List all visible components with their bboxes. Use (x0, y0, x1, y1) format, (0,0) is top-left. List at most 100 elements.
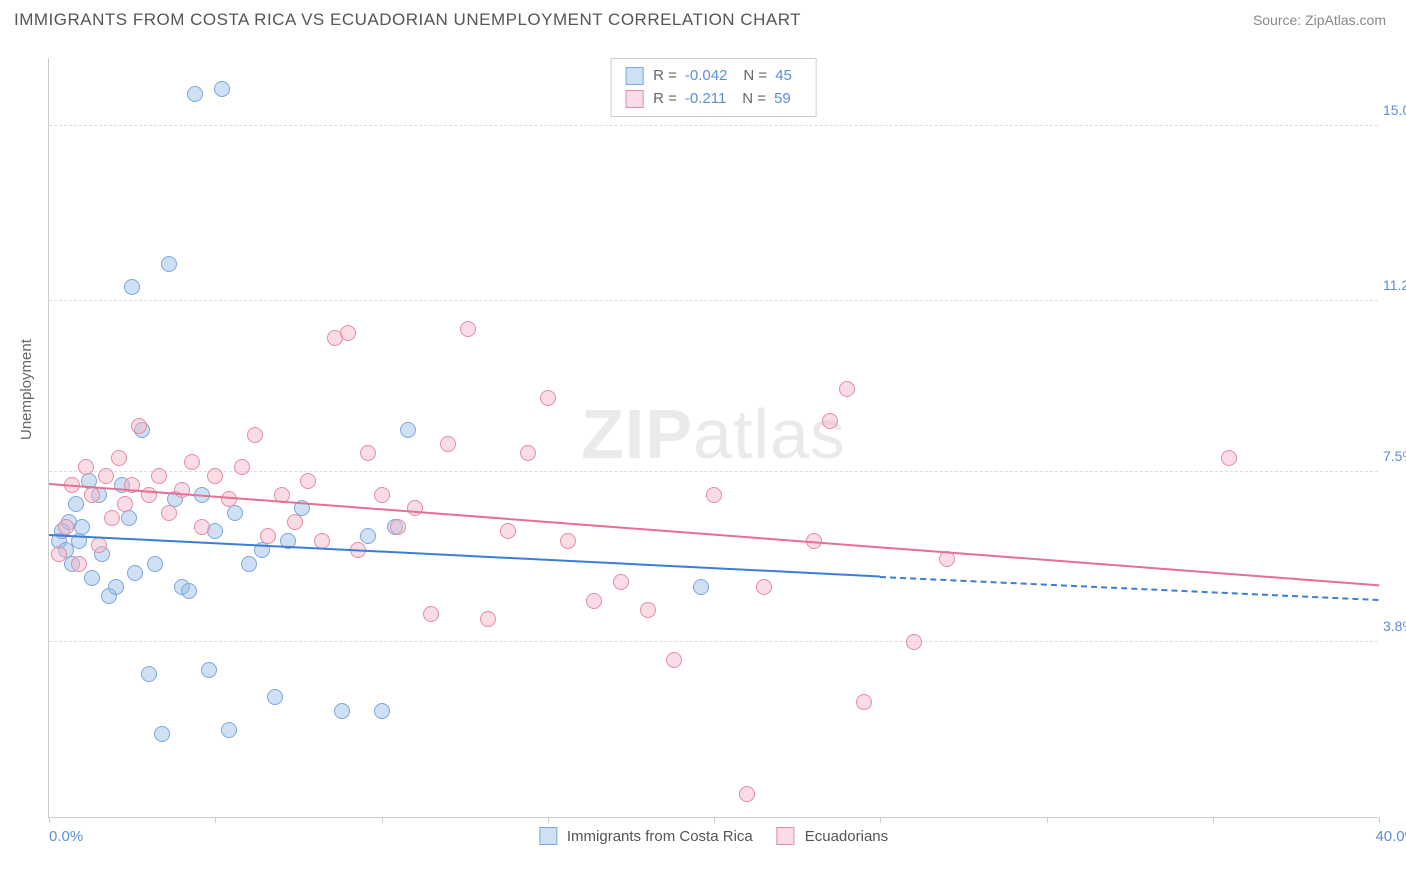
n-value: 59 (774, 88, 791, 111)
scatter-point (131, 418, 147, 434)
scatter-point (314, 533, 330, 549)
r-label: R = (653, 65, 677, 88)
source-attribution: Source: ZipAtlas.com (1253, 12, 1386, 28)
gridline (49, 125, 1378, 126)
scatter-point (360, 528, 376, 544)
y-tick-label: 7.5% (1383, 448, 1406, 464)
scatter-point (201, 662, 217, 678)
scatter-point (58, 519, 74, 535)
x-tick (1213, 817, 1214, 823)
scatter-point (520, 445, 536, 461)
scatter-point (151, 468, 167, 484)
legend-row: R =-0.042N =45 (625, 65, 802, 88)
scatter-point (161, 256, 177, 272)
chart-title: IMMIGRANTS FROM COSTA RICA VS ECUADORIAN… (14, 10, 801, 30)
gridline (49, 641, 1378, 642)
scatter-point (400, 422, 416, 438)
y-axis-label: Unemployment (18, 339, 35, 440)
correlation-legend: R =-0.042N =45R =-0.211N =59 (610, 58, 817, 117)
r-value: -0.042 (685, 65, 728, 88)
scatter-point (287, 514, 303, 530)
scatter-chart: ZIPatlas 3.8%7.5%11.2%15.0%0.0%40.0%R =-… (48, 58, 1378, 818)
scatter-point (124, 279, 140, 295)
x-tick (215, 817, 216, 823)
legend-swatch (777, 827, 795, 845)
scatter-point (756, 579, 772, 595)
scatter-point (241, 556, 257, 572)
gridline (49, 300, 1378, 301)
scatter-point (1221, 450, 1237, 466)
scatter-point (184, 454, 200, 470)
legend-label: Immigrants from Costa Rica (567, 828, 753, 845)
scatter-point (127, 565, 143, 581)
scatter-point (540, 390, 556, 406)
scatter-point (91, 537, 107, 553)
scatter-point (221, 491, 237, 507)
scatter-point (141, 487, 157, 503)
scatter-point (111, 450, 127, 466)
scatter-point (613, 574, 629, 590)
y-tick-label: 11.2% (1383, 277, 1406, 293)
scatter-point (300, 473, 316, 489)
scatter-point (856, 694, 872, 710)
legend-swatch (539, 827, 557, 845)
scatter-point (247, 427, 263, 443)
scatter-point (214, 81, 230, 97)
scatter-point (822, 413, 838, 429)
scatter-point (334, 703, 350, 719)
legend-item: Ecuadorians (777, 827, 888, 845)
legend-swatch (625, 67, 643, 85)
scatter-point (460, 321, 476, 337)
scatter-point (666, 652, 682, 668)
scatter-point (390, 519, 406, 535)
scatter-point (161, 505, 177, 521)
scatter-point (586, 593, 602, 609)
x-tick (714, 817, 715, 823)
y-tick-label: 15.0% (1383, 102, 1406, 118)
scatter-point (640, 602, 656, 618)
scatter-point (340, 325, 356, 341)
scatter-point (84, 570, 100, 586)
scatter-point (207, 468, 223, 484)
x-tick (382, 817, 383, 823)
legend-swatch (625, 90, 643, 108)
scatter-point (78, 459, 94, 475)
r-label: R = (653, 88, 677, 111)
scatter-point (739, 786, 755, 802)
scatter-point (267, 689, 283, 705)
x-tick (880, 817, 881, 823)
scatter-point (74, 519, 90, 535)
scatter-point (260, 528, 276, 544)
scatter-point (423, 606, 439, 622)
x-axis-start-label: 0.0% (49, 828, 83, 845)
scatter-point (71, 556, 87, 572)
legend-row: R =-0.211N =59 (625, 88, 802, 111)
scatter-point (693, 579, 709, 595)
x-tick (1379, 817, 1380, 823)
scatter-point (407, 500, 423, 516)
scatter-point (500, 523, 516, 539)
series-legend: Immigrants from Costa Rica Ecuadorians (539, 827, 888, 845)
scatter-point (839, 381, 855, 397)
watermark: ZIPatlas (581, 394, 846, 474)
scatter-point (221, 722, 237, 738)
scatter-point (117, 496, 133, 512)
scatter-point (84, 487, 100, 503)
scatter-point (360, 445, 376, 461)
scatter-point (560, 533, 576, 549)
scatter-point (141, 666, 157, 682)
y-tick-label: 3.8% (1383, 618, 1406, 634)
scatter-point (374, 703, 390, 719)
scatter-point (374, 487, 390, 503)
chart-header: IMMIGRANTS FROM COSTA RICA VS ECUADORIAN… (0, 0, 1406, 35)
legend-label: Ecuadorians (805, 828, 888, 845)
n-label: N = (743, 65, 767, 88)
scatter-point (227, 505, 243, 521)
scatter-point (98, 468, 114, 484)
scatter-point (706, 487, 722, 503)
scatter-point (68, 496, 84, 512)
scatter-point (147, 556, 163, 572)
scatter-point (108, 579, 124, 595)
x-tick (1047, 817, 1048, 823)
n-label: N = (742, 88, 766, 111)
